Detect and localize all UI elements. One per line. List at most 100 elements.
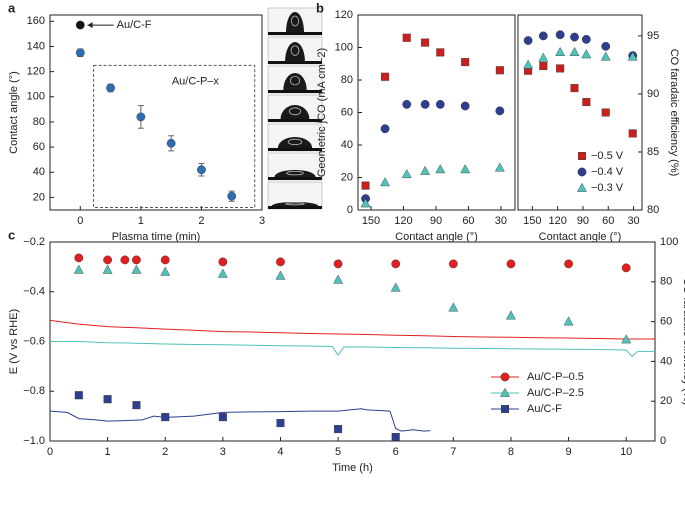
x-tick-label: 3 — [220, 446, 226, 458]
marker — [197, 165, 206, 175]
series-line — [50, 341, 655, 358]
marker — [75, 20, 85, 30]
marker — [227, 191, 237, 201]
marker — [448, 302, 459, 312]
droplet-highlight — [288, 107, 302, 116]
x-tick-label: 5 — [335, 446, 341, 458]
y2-axis-title: CO faradaic efficiency (%) — [668, 49, 680, 177]
droplet — [286, 12, 304, 32]
marker — [275, 270, 286, 280]
marker — [391, 259, 401, 269]
y2-tick-label: 90 — [647, 88, 659, 100]
marker — [495, 106, 505, 116]
marker — [581, 49, 592, 59]
panel-label: a — [8, 0, 16, 15]
droplet-substrate — [268, 148, 322, 151]
marker — [570, 84, 579, 93]
x-tick-label: 1 — [105, 446, 111, 458]
marker — [132, 255, 141, 265]
marker — [218, 257, 228, 267]
marker — [436, 48, 445, 57]
x-tick-label: 0 — [47, 446, 53, 458]
droplet-substrate — [268, 90, 322, 93]
y-tick-label: 120 — [27, 66, 45, 78]
y2-tick-label: 100 — [660, 236, 678, 248]
marker — [570, 32, 579, 42]
x-axis-title: Contact angle (°) — [539, 231, 622, 243]
legend-label: −0.4 V — [591, 166, 624, 178]
panel-label: c — [8, 227, 15, 242]
marker — [601, 41, 611, 51]
droplet-highlight — [286, 170, 304, 176]
marker — [569, 46, 580, 56]
marker — [131, 264, 142, 274]
y-tick-label: 60 — [341, 106, 353, 118]
x-tick-label: 2 — [162, 446, 168, 458]
y-tick-label: −0.2 — [23, 236, 45, 248]
x-tick-label: 150 — [523, 215, 541, 227]
legend-marker — [501, 405, 510, 414]
y-tick-label: −1.0 — [23, 435, 45, 447]
marker — [361, 181, 370, 190]
marker — [538, 31, 548, 41]
marker — [621, 334, 632, 344]
marker — [120, 255, 130, 265]
marker — [435, 99, 445, 109]
marker — [506, 310, 516, 320]
group-box — [93, 64, 256, 208]
x-tick-label: 7 — [450, 446, 456, 458]
y2-tick-label: 85 — [647, 146, 659, 158]
panel-label: b — [316, 0, 324, 15]
marker — [160, 255, 170, 265]
marker — [106, 83, 115, 93]
x-tick-label: 2 — [198, 215, 204, 227]
y2-axis-title: CO faradaic efficiency (%) — [681, 278, 685, 406]
marker — [132, 401, 141, 410]
marker — [74, 391, 83, 400]
legend-label: −0.3 V — [591, 182, 624, 194]
droplet-highlight — [290, 15, 299, 27]
x-tick-label: 90 — [577, 215, 589, 227]
marker — [75, 48, 85, 58]
y-tick-label: 40 — [33, 166, 45, 178]
marker — [435, 164, 446, 174]
y2-tick-label: 0 — [660, 435, 666, 447]
marker — [420, 165, 431, 175]
x-tick-label: 4 — [277, 446, 283, 458]
plot-frame — [49, 241, 656, 442]
y-tick-label: 120 — [335, 9, 353, 21]
marker — [555, 30, 565, 40]
legend-label: Au/C-F — [527, 403, 562, 415]
marker — [523, 59, 534, 69]
marker — [360, 198, 371, 208]
x-axis-title: Contact angle (°) — [395, 231, 478, 243]
marker — [390, 282, 401, 292]
droplet-substrate — [268, 206, 322, 209]
x-tick-label: 30 — [627, 215, 639, 227]
marker — [391, 433, 400, 442]
y-tick-label: 100 — [27, 91, 45, 103]
marker — [581, 34, 591, 44]
marker — [494, 162, 505, 172]
droplet — [271, 202, 319, 206]
y-axis-title: Geometric jCO (mA cm−2) — [316, 48, 328, 177]
y-tick-label: −0.6 — [23, 335, 45, 347]
y-tick-label: −0.4 — [23, 286, 45, 298]
series-line — [49, 408, 431, 432]
marker — [461, 58, 470, 67]
marker — [401, 169, 412, 179]
y-tick-label: 40 — [341, 139, 353, 151]
marker — [628, 129, 637, 138]
marker — [402, 99, 412, 109]
y-tick-label: 140 — [27, 40, 45, 52]
droplet — [274, 170, 316, 177]
marker — [161, 413, 170, 422]
y-tick-label: 100 — [335, 41, 353, 53]
x-tick-label: 30 — [495, 215, 507, 227]
y-tick-label: 20 — [33, 191, 45, 203]
plot-frame — [517, 14, 643, 211]
marker — [380, 124, 390, 134]
series-line — [49, 319, 655, 340]
legend-marker — [577, 182, 587, 192]
